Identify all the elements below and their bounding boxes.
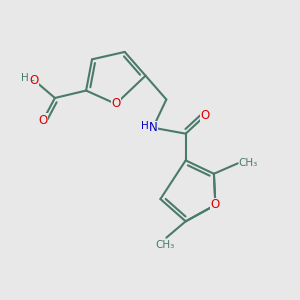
Text: -: -: [31, 75, 34, 85]
Text: O: O: [200, 109, 210, 122]
Text: H: H: [141, 121, 148, 131]
Text: O: O: [29, 74, 39, 87]
Text: O: O: [38, 114, 48, 127]
Text: O: O: [111, 98, 120, 110]
Text: H: H: [21, 73, 28, 83]
Text: N: N: [148, 121, 157, 134]
Text: O: O: [211, 199, 220, 212]
Text: CH₃: CH₃: [238, 158, 258, 168]
Text: CH₃: CH₃: [155, 240, 175, 250]
